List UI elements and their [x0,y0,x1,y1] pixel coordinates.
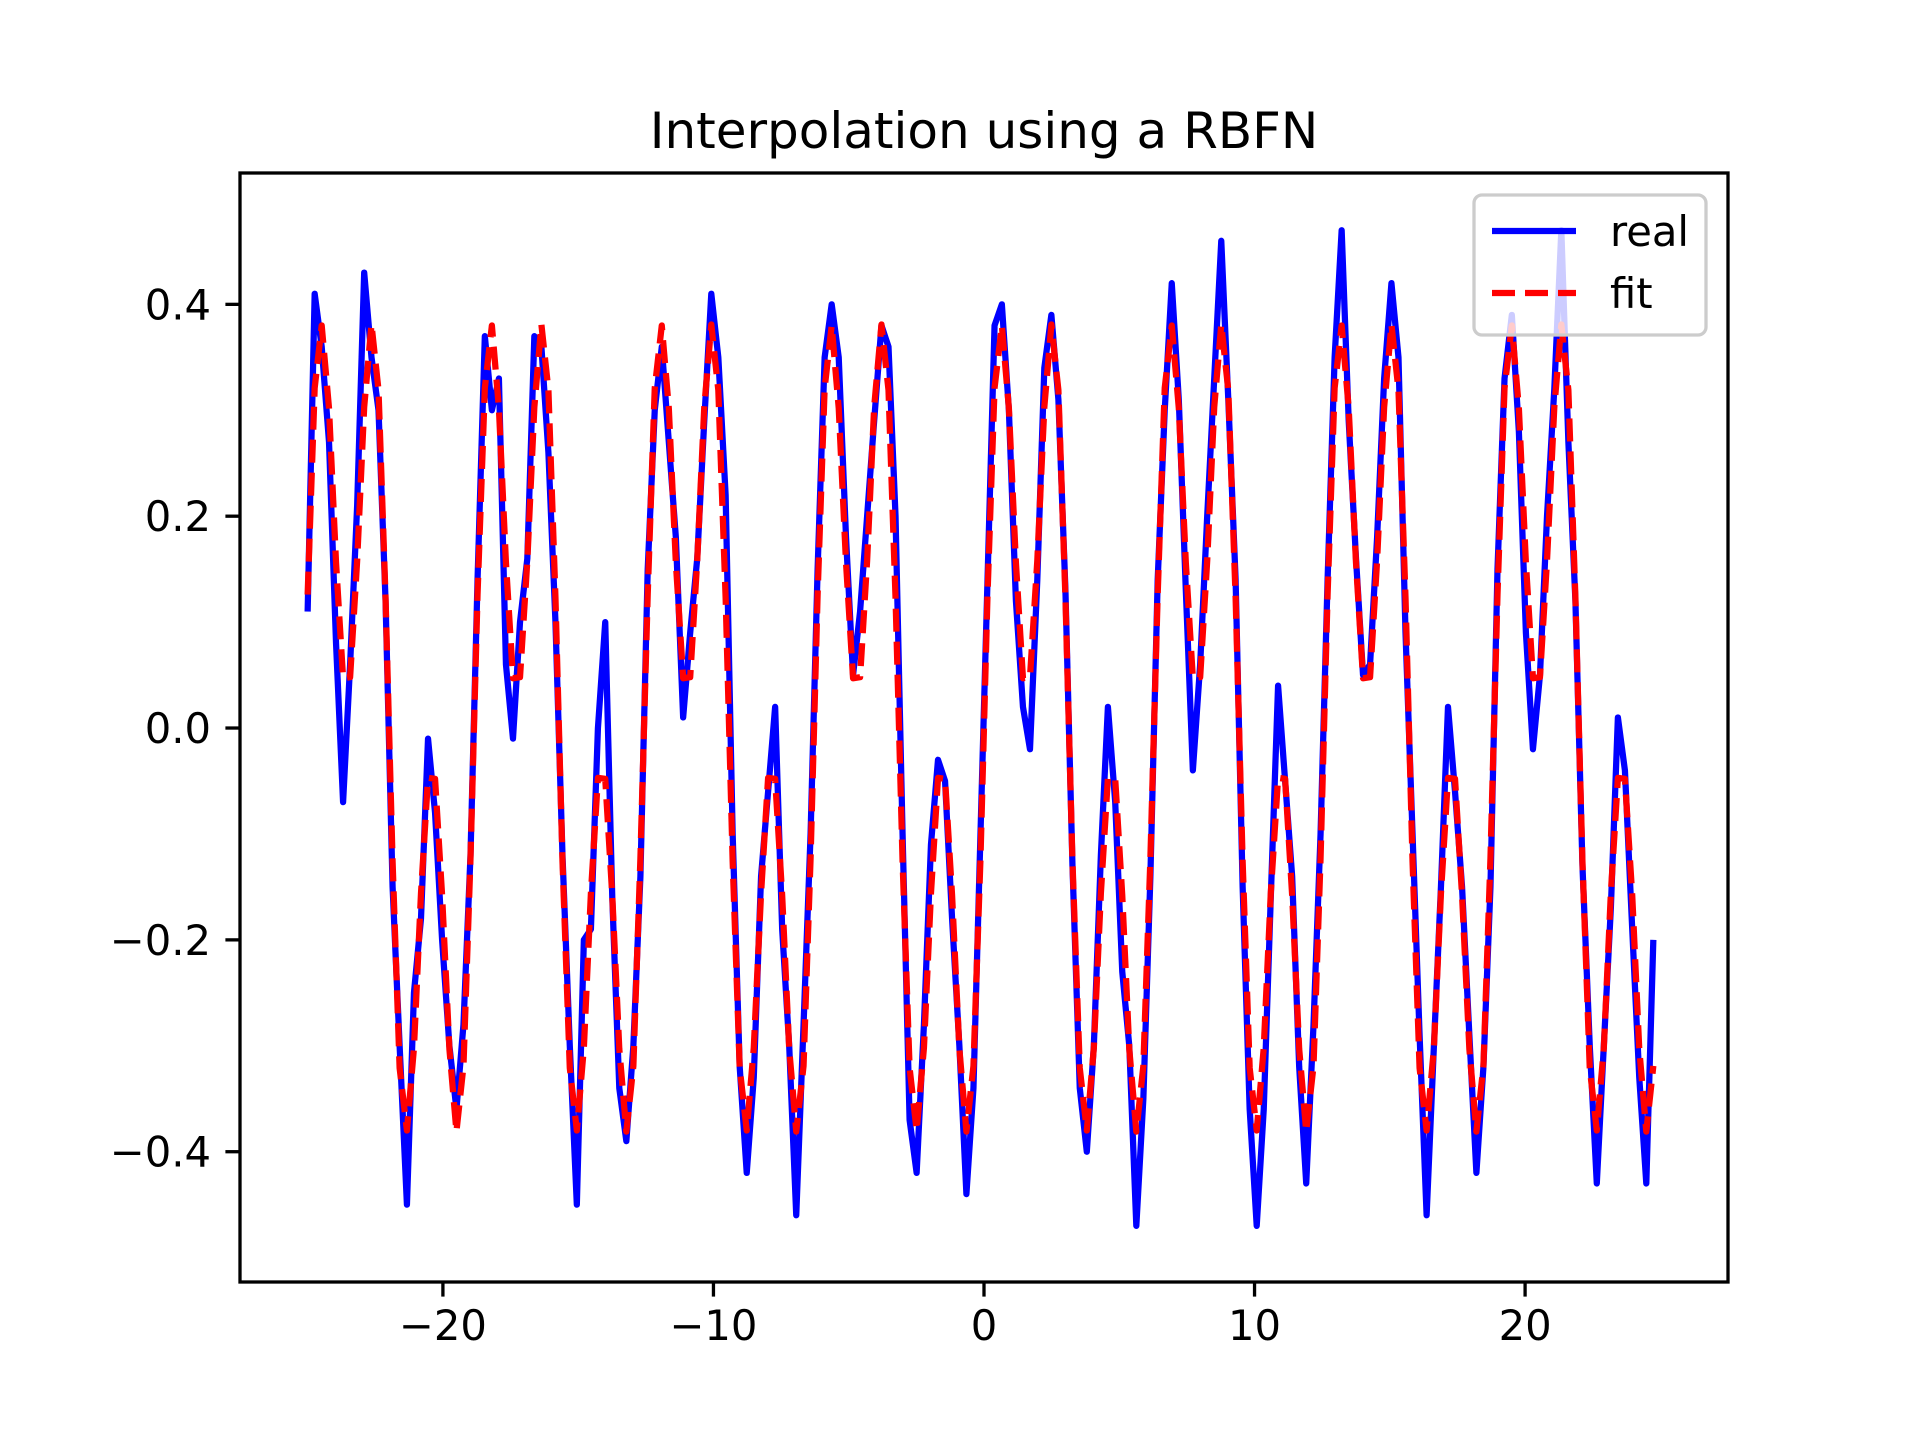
plot-area [304,227,1657,1229]
chart-title: Interpolation using a RBFN [650,102,1319,160]
legend-label: fit [1610,269,1653,318]
series-line [304,321,1657,1135]
legend-label: real [1610,207,1689,256]
y-tick-label: 0.0 [145,704,211,753]
legend: real fit [1472,193,1708,337]
x-tick-label: 20 [1499,1301,1552,1350]
x-tick-label: −10 [669,1301,757,1350]
y-tick-label: −0.2 [110,916,211,965]
x-tick-label: −20 [399,1301,487,1350]
y-tick-label: 0.4 [145,280,211,329]
x-tick-label: 0 [971,1301,998,1350]
axes-frame [238,171,1730,1284]
y-tick-label: −0.4 [110,1128,211,1177]
y-tick-label: 0.2 [145,492,211,541]
x-tick-label: 10 [1228,1301,1281,1350]
